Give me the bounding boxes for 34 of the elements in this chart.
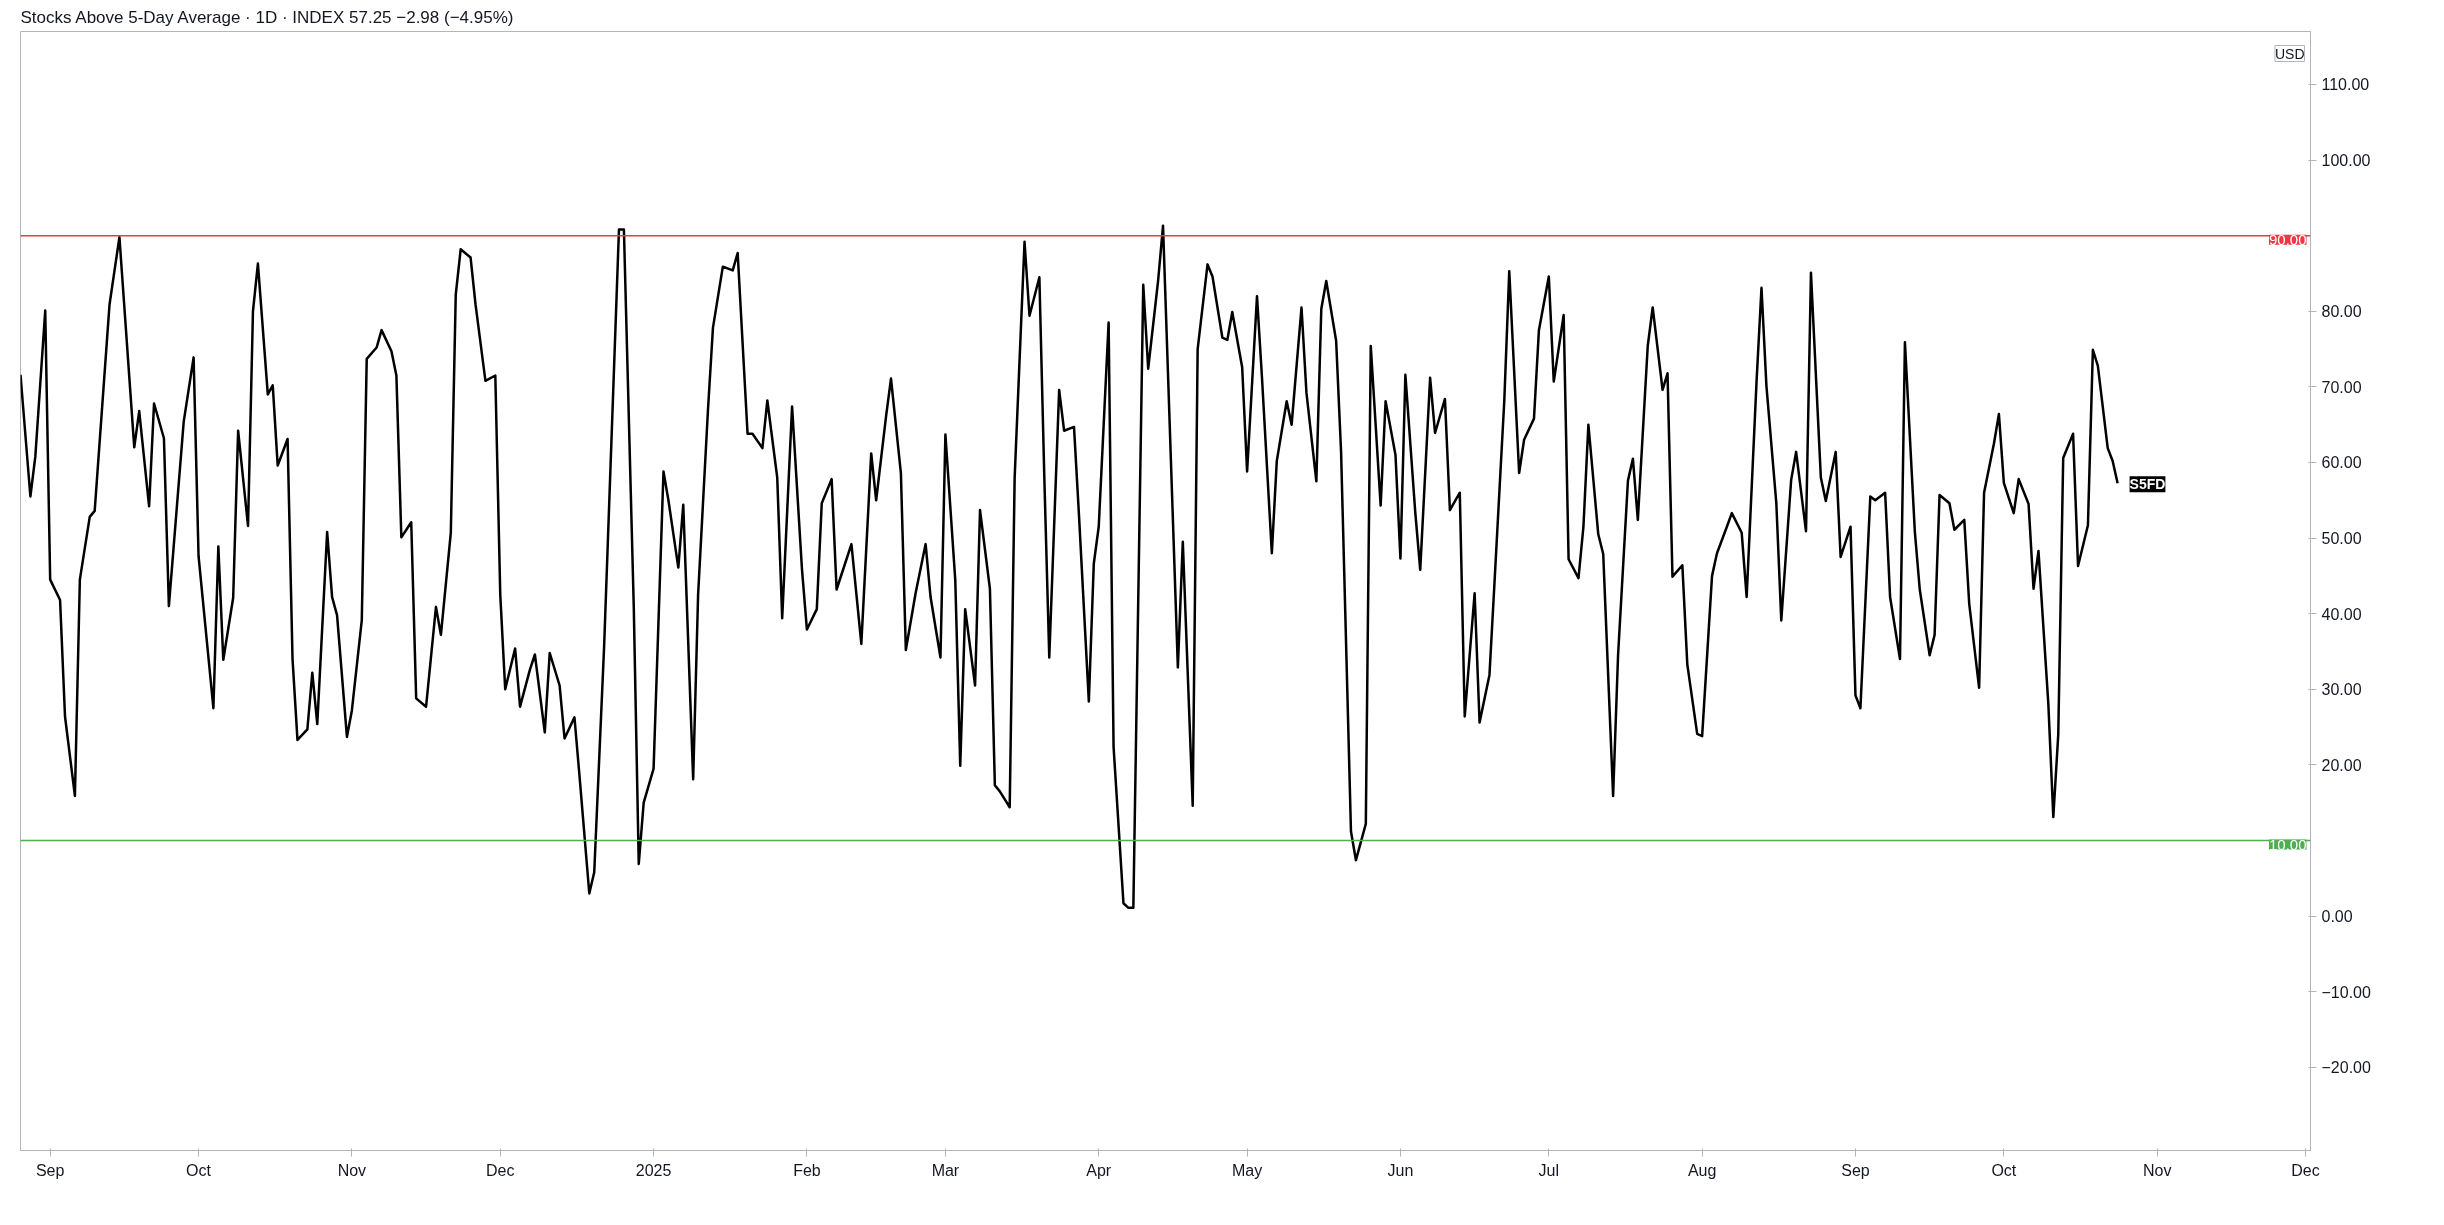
x-tick-label: Aug xyxy=(1687,1161,1717,1179)
y-tick-label: 0.00 xyxy=(2321,908,2353,926)
x-tick-label: Apr xyxy=(1086,1161,1112,1179)
annotation: S5FD xyxy=(2129,476,2166,493)
line-series xyxy=(20,224,2119,910)
x-tick-label: Oct xyxy=(1991,1161,2017,1179)
annotation: USD xyxy=(2274,45,2305,62)
y-tick-label: 80.00 xyxy=(2321,303,2362,321)
x-tick-label: Jul xyxy=(1538,1161,1560,1179)
y-tick-label: 60.00 xyxy=(2321,454,2362,472)
y-tick-label: −10.00 xyxy=(2321,983,2371,1001)
x-tick-label: Nov xyxy=(337,1161,367,1179)
ref-line-label: 10.00 xyxy=(2268,835,2307,853)
x-tick-label: May xyxy=(1232,1161,1263,1179)
x-tick-label: Sep xyxy=(35,1161,65,1179)
x-tick-label: Dec xyxy=(2291,1161,2320,1179)
y-tick-label: 50.00 xyxy=(2321,530,2362,548)
x-tick-label: Nov xyxy=(2142,1161,2172,1179)
x-tick-label: 2025 xyxy=(635,1161,672,1179)
x-tick-label: Feb xyxy=(793,1161,821,1179)
y-tick-label: 110.00 xyxy=(2321,76,2370,94)
x-tick-label: Mar xyxy=(931,1161,960,1179)
x-tick-label: Oct xyxy=(186,1161,212,1179)
x-tick-label: Jun xyxy=(1387,1161,1414,1179)
x-tick-label: Dec xyxy=(486,1161,515,1179)
y-tick-label: 100.00 xyxy=(2321,152,2371,170)
y-tick-label: 20.00 xyxy=(2321,756,2362,774)
chart-title: Stocks Above 5-Day Average · 1D · INDEX 57.25 −2.98 (−4.95%) xyxy=(20,7,514,27)
y-tick-label: 70.00 xyxy=(2321,378,2362,396)
y-tick-label: −20.00 xyxy=(2321,1059,2371,1077)
x-tick-label: Sep xyxy=(1841,1161,1870,1179)
y-tick-label: 30.00 xyxy=(2321,681,2362,699)
ref-line-label: 90.00 xyxy=(2268,230,2307,248)
y-tick-label: 40.00 xyxy=(2321,605,2362,623)
